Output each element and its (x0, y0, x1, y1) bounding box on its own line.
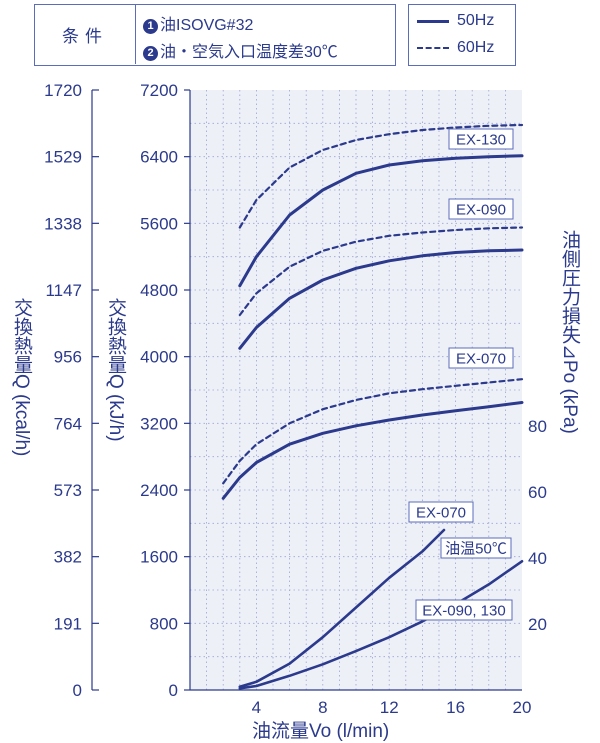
condition-1-text: 油ISOVG#32 (160, 17, 254, 34)
legend-item-60hz: 60Hz (417, 38, 494, 58)
y-axis-title-pressure: 油側圧力損失⊿Po (kPa) (559, 230, 580, 434)
legend-item-50hz: 50Hz (417, 11, 494, 31)
circled-number-2-icon: 2 (143, 46, 158, 61)
tick-label-y-pressure: 20 (528, 615, 547, 634)
circled-number-1-icon: 1 (143, 19, 158, 34)
tick-label-y-kcal: 382 (54, 548, 82, 567)
tick-label-x: 20 (513, 698, 532, 717)
curve-label-ex-090-box (448, 198, 514, 220)
tick-label-y-kcal: 0 (73, 681, 82, 700)
tick-label-y-kj: 3200 (140, 414, 178, 433)
tick-label-y-kj: 2400 (140, 481, 178, 500)
x-axis-title: 油流量Vo (l/min) (252, 721, 390, 742)
condition-1: 1 油ISOVG#32 (143, 11, 253, 35)
curve-label-ex-070-box (448, 347, 514, 369)
tick-label-y-kj: 1600 (140, 548, 178, 567)
curve-label-pressure-ex-090-130-box (415, 599, 513, 621)
legend: 50Hz 60Hz (408, 4, 516, 66)
tick-label-x: 4 (252, 698, 261, 717)
dashed-line-swatch (417, 47, 449, 49)
legend-label-60hz: 60Hz (457, 39, 495, 56)
tick-label-x: 8 (318, 698, 327, 717)
condition-2-text: 油・空気入口温度差30℃ (160, 44, 338, 61)
y-axis-title-kj: 交換熱量Q (kJ/h) (105, 298, 126, 442)
series-line-ex-070-50hz (221, 401, 524, 500)
curve-label-ex-090: EX-090 (456, 202, 506, 219)
y-axis-title-kcal: 交換熱量Q (kcal/h) (11, 298, 32, 457)
oil-temp-annotation: 油温50℃ (445, 541, 507, 558)
curve-label-pressure-ex-070-box (408, 501, 474, 523)
series-line-ex-130-60hz (238, 123, 524, 229)
tick-label-y-kj: 7200 (140, 81, 178, 100)
tick-label-y-kj: 6400 (140, 148, 178, 167)
pressure-line-ex-090-130 (238, 560, 524, 690)
curve-label-ex-130: EX-130 (456, 132, 506, 149)
pressure-line-ex-070 (238, 528, 446, 688)
tick-label-y-kj: 4000 (140, 348, 178, 367)
tick-label-y-pressure: 40 (528, 549, 547, 568)
tick-label-y-kcal: 573 (54, 481, 82, 500)
curve-label-pressure-ex-070: EX-070 (416, 505, 466, 522)
series-line-ex-130-50hz (238, 154, 524, 288)
solid-line-swatch (417, 19, 449, 23)
conditions-box: 条件 1 油ISOVG#32 2 油・空気入口温度差30℃ (34, 4, 396, 66)
condition-2: 2 油・空気入口温度差30℃ (143, 38, 338, 62)
tick-label-y-pressure: 80 (528, 417, 547, 436)
curve-label-pressure-ex-090-130: EX-090, 130 (422, 603, 505, 620)
tick-label-y-kcal: 1720 (44, 81, 82, 100)
curve-label-ex-130-box (448, 128, 514, 150)
tick-label-x: 12 (380, 698, 399, 717)
tick-label-y-kj: 800 (150, 614, 178, 633)
series-line-ex-070-60hz (222, 378, 524, 485)
tick-label-y-kcal: 191 (54, 614, 82, 633)
conditions-label: 条件 (35, 5, 136, 64)
tick-label-y-kcal: 956 (54, 348, 82, 367)
tick-label-x: 16 (446, 698, 465, 717)
tick-label-y-kcal: 1529 (44, 148, 82, 167)
series-line-ex-090-50hz (238, 248, 524, 350)
oil-temp-annotation-box (440, 537, 512, 559)
tick-label-y-kcal: 1338 (44, 214, 82, 233)
tick-label-y-pressure: 60 (528, 483, 547, 502)
tick-label-y-kcal: 764 (54, 414, 82, 433)
legend-label-50hz: 50Hz (457, 12, 495, 29)
tick-label-y-kj: 5600 (140, 214, 178, 233)
curve-label-ex-070: EX-070 (456, 351, 506, 368)
tick-label-y-kj: 4800 (140, 281, 178, 300)
tick-label-y-kj: 0 (169, 681, 178, 700)
series-line-ex-090-60hz (238, 226, 524, 317)
tick-label-y-kcal: 1147 (45, 281, 82, 300)
